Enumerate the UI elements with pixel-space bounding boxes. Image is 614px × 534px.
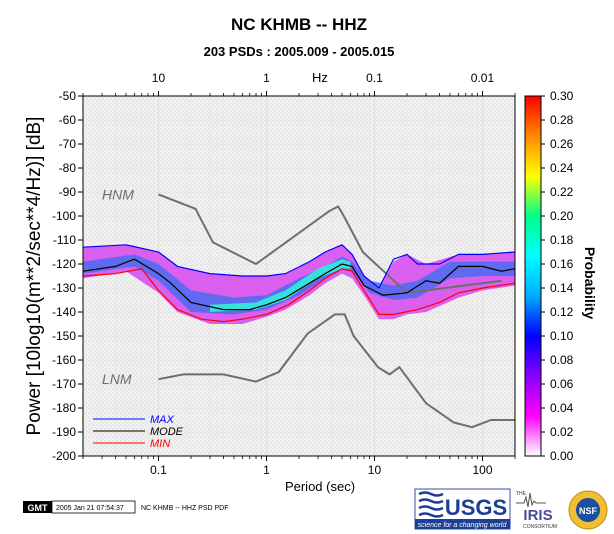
footer-caption: NC KHMB -- HHZ PSD PDF (141, 505, 229, 512)
colorbar-tick-label-15: 0.30 (550, 89, 574, 103)
model-line-hnm (158, 193, 502, 294)
y-tick-label-12: -170 (52, 377, 76, 391)
iris-logo-text: IRIS (523, 507, 552, 524)
y-tick-label-15: -200 (52, 449, 76, 463)
x-top-tick-label-3: 0.01 (471, 71, 495, 85)
density-bands (83, 244, 515, 324)
chart-subtitle: 203 PSDs : 2005.009 - 2005.015 (204, 44, 395, 59)
gmt-logo-box (23, 501, 52, 513)
y-tick-label-1: -60 (59, 113, 77, 127)
gmt-timestamp: 2005 Jan 21 07:54:37 (56, 505, 124, 512)
x-axis-label: Period (sec) (285, 479, 355, 494)
legend-label-min: MIN (150, 438, 170, 450)
usgs-tagline-bar (415, 519, 510, 529)
legend-label-mode: MODE (150, 426, 184, 438)
chart-title: NC KHMB -- HHZ (231, 15, 367, 34)
y-tick-label-0: -50 (59, 89, 77, 103)
x-tick-label-2: 10 (368, 463, 382, 477)
gmt-logo: GMT (28, 503, 48, 513)
x-tick-label-0: 0.1 (150, 463, 167, 477)
colorbar-tick-label-6: 0.12 (550, 305, 574, 319)
x-axis-top-label: Hz (312, 70, 328, 85)
density-band-core (210, 259, 351, 312)
y-axis-label: Power [10log10(m**2/sec**4/Hz)] [dB] (24, 117, 45, 436)
legend-label-max: MAX (150, 414, 175, 426)
statistics-series (83, 244, 515, 323)
x-top-tick-label-1: 1 (263, 71, 270, 85)
nsf-logo-text: NSF (579, 506, 598, 516)
x-tick-label-3: 100 (472, 463, 492, 477)
colorbar (524, 95, 542, 457)
y-tick-label-2: -70 (59, 137, 77, 151)
colorbar-label: Probability (582, 247, 598, 320)
lnm-label: LNM (102, 371, 132, 387)
colorbar-tick-label-10: 0.20 (550, 209, 574, 223)
y-tick-label-13: -180 (52, 401, 76, 415)
iris-consortium: CONSORTIUM (523, 524, 557, 530)
iris-seismogram-icon (516, 492, 546, 508)
colorbar-tick-label-4: 0.08 (550, 353, 574, 367)
usgs-logo-text: USGS (445, 495, 507, 520)
colorbar-tick-label-2: 0.04 (550, 401, 574, 415)
x-tick-label-1: 1 (263, 463, 270, 477)
y-tick-label-10: -150 (52, 329, 76, 343)
y-tick-label-6: -110 (53, 233, 76, 247)
y-tick-label-7: -120 (52, 257, 76, 271)
reference-models (158, 193, 515, 429)
hnm-label: HNM (102, 186, 134, 202)
y-tick-label-4: -90 (59, 185, 77, 199)
colorbar-tick-label-11: 0.22 (550, 185, 574, 199)
model-line-lnm (158, 313, 515, 429)
x-top-tick-label-2: 0.1 (366, 71, 383, 85)
colorbar-tick-label-8: 0.16 (550, 257, 574, 271)
iris-prefix: THE (516, 491, 527, 497)
usgs-tagline: science for a changing world (418, 522, 508, 529)
x-axis-ticks: 0.1 1 10 100 (82, 456, 516, 477)
gmt-stamp: GMT 2005 Jan 21 07:54:37 (23, 500, 136, 514)
colorbar-tick-label-0: 0.00 (550, 449, 574, 463)
y-tick-label-14: -190 (52, 425, 76, 439)
colorbar-tick-label-3: 0.06 (550, 377, 574, 391)
colorbar-tick-label-13: 0.26 (550, 137, 574, 151)
colorbar-ticks: 0.00 0.02 0.04 0.06 0.08 0.10 0.12 0.14 0.16 0.18… (541, 89, 574, 463)
colorbar-tick-label-12: 0.24 (550, 161, 574, 175)
x-top-tick-label-0: 10 (152, 71, 166, 85)
y-tick-label-3: -80 (59, 161, 77, 175)
series-line-max (83, 244, 515, 289)
usgs-logo: USGS science for a changing world (414, 488, 511, 530)
usgs-wave-icon (418, 491, 444, 518)
colorbar-tick-label-1: 0.02 (550, 425, 574, 439)
series-line-min (83, 268, 515, 323)
y-tick-label-11: -160 (52, 353, 76, 367)
nsf-logo: NSF (568, 490, 608, 530)
y-tick-label-8: -130 (52, 281, 76, 295)
series-line-mode (83, 258, 515, 311)
legend: MAX MODE MIN (93, 414, 184, 450)
y-tick-label-9: -140 (52, 305, 76, 319)
colorbar-tick-label-14: 0.28 (550, 113, 574, 127)
iris-logo: THE IRIS CONSORTIUM (516, 491, 557, 530)
colorbar-tick-label-7: 0.14 (550, 281, 574, 295)
y-axis-ticks: -50 -60 -70 -80 -90 -100 -110 -120 -130 -140 -150 -… (52, 89, 83, 463)
y-tick-label-5: -100 (52, 209, 76, 223)
gmt-timestamp-box (51, 500, 136, 514)
x-axis-top-ticks: 10 1 0.1 0.01 (82, 71, 516, 96)
colorbar-tick-label-5: 0.10 (550, 329, 574, 343)
colorbar-tick-label-9: 0.18 (550, 233, 574, 247)
